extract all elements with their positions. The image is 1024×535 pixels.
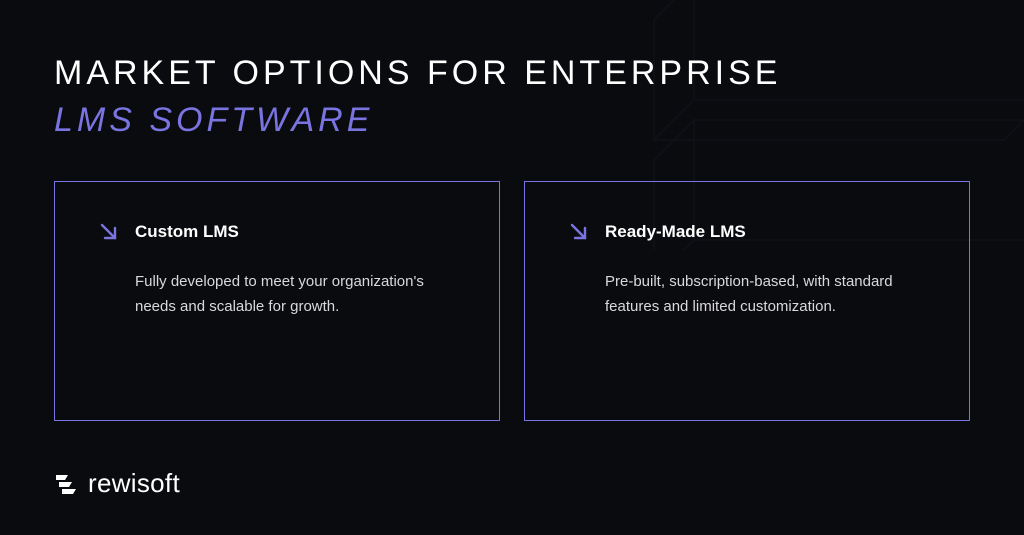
card-title: Custom LMS [135,222,239,242]
arrow-down-right-icon [99,222,119,242]
footer-brand: rewisoft [54,468,180,499]
card-custom-lms: Custom LMS Fully developed to meet your … [54,181,500,421]
card-ready-made-lms: Ready-Made LMS Pre-built, subscription-b… [524,181,970,421]
arrow-down-right-icon [569,222,589,242]
card-title: Ready-Made LMS [605,222,746,242]
logo-mark-icon [54,472,78,496]
card-body: Pre-built, subscription-based, with stan… [569,270,909,320]
title-line-2: LMS SOFTWARE [54,99,970,142]
brand-name: rewisoft [88,468,180,499]
title-line-1: MARKET OPTIONS FOR ENTERPRISE [54,52,970,95]
card-body: Fully developed to meet your organizatio… [99,270,439,320]
cards-row: Custom LMS Fully developed to meet your … [54,181,970,421]
